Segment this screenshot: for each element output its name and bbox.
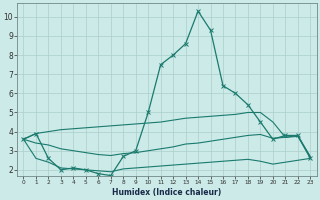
X-axis label: Humidex (Indice chaleur): Humidex (Indice chaleur): [112, 188, 221, 197]
